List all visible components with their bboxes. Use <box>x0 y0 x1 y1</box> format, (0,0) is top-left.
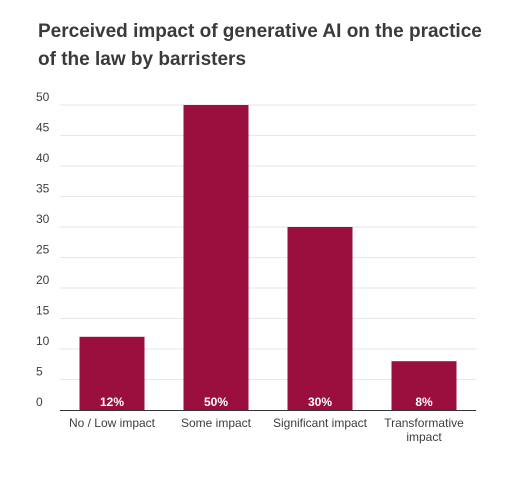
x-category-label: Significant impact <box>273 416 368 430</box>
y-tick-label: 35 <box>36 182 50 196</box>
x-category-label: Some impact <box>181 416 252 430</box>
bar-data-label: 50% <box>204 395 228 409</box>
x-category-label: No / Low impact <box>69 416 156 430</box>
y-tick-label: 0 <box>36 395 43 409</box>
bar-data-label: 30% <box>308 395 332 409</box>
bar <box>391 361 457 410</box>
y-tick-label: 10 <box>36 334 50 348</box>
x-category-label: impact <box>406 430 442 444</box>
y-axis-ticks: 0 5 10 15 20 25 30 35 40 45 50 <box>36 90 50 409</box>
bar-data-label: 8% <box>415 395 433 409</box>
y-tick-label: 15 <box>36 304 50 318</box>
bar <box>287 227 353 410</box>
chart-title: Perceived impact of generative AI on the… <box>38 21 482 70</box>
x-category-label: Transformative <box>384 416 464 430</box>
x-axis-labels: No / Low impact Some impact Significant im… <box>69 416 464 444</box>
y-tick-label: 40 <box>36 151 50 165</box>
bar-data-label: 12% <box>100 395 124 409</box>
bars: 12% 50% 30% 8% <box>79 105 457 410</box>
bar <box>183 105 249 410</box>
y-tick-label: 20 <box>36 273 50 287</box>
y-tick-label: 45 <box>36 121 50 135</box>
y-tick-label: 5 <box>36 365 43 379</box>
y-tick-label: 50 <box>36 90 50 104</box>
bar <box>79 336 145 410</box>
y-tick-label: 30 <box>36 212 50 226</box>
y-tick-label: 25 <box>36 243 50 257</box>
